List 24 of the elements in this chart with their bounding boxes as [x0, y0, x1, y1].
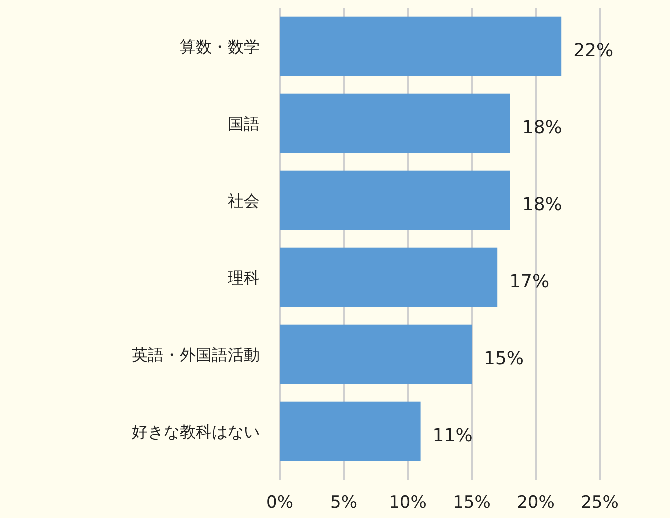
y-tick-label: 社会	[228, 192, 260, 210]
data-label: 22%	[574, 40, 614, 62]
bar	[280, 94, 510, 154]
x-tick-label: 10%	[389, 493, 427, 513]
data-label: 17%	[510, 272, 550, 292]
bar	[280, 324, 472, 384]
y-tick-label: 理科	[228, 268, 260, 288]
x-tick-label: 25%	[581, 493, 619, 513]
y-tick-label: 英語・外国語活動	[132, 346, 260, 364]
y-tick-label: 算数・数学	[180, 38, 260, 56]
x-tick-label: 5%	[330, 493, 358, 513]
bar	[280, 402, 421, 462]
x-tick-label: 15%	[453, 493, 491, 513]
data-label: 15%	[484, 348, 524, 370]
data-label: 18%	[522, 118, 562, 138]
x-tick-label: 0%	[266, 493, 294, 513]
data-label: 18%	[522, 194, 562, 216]
y-tick-label: 好きな教科はない	[132, 422, 260, 442]
bar	[280, 16, 562, 76]
bar	[280, 170, 510, 230]
x-tick-label: 20%	[517, 493, 555, 513]
y-tick-label: 国語	[228, 114, 260, 134]
bar	[280, 248, 498, 308]
data-label: 11%	[432, 426, 473, 446]
